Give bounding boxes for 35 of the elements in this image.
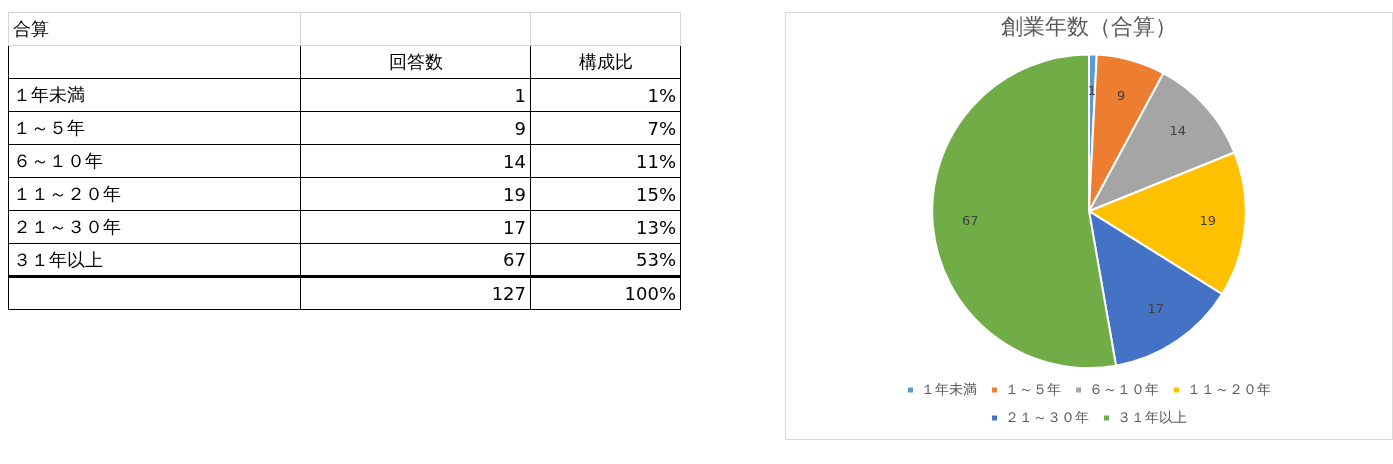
text: １～５年 xyxy=(8,111,301,145)
text: 7% xyxy=(530,111,681,145)
legend-label: ２１～３０年 xyxy=(1005,408,1089,425)
text: 17 xyxy=(300,210,531,244)
data-label: 14 xyxy=(1169,123,1187,139)
text: 127 xyxy=(300,276,531,310)
data-label: 9 xyxy=(1116,87,1126,103)
text: 9 xyxy=(300,111,531,145)
text: 19 xyxy=(300,177,531,211)
legend-label: ６～１０年 xyxy=(1089,380,1159,397)
text: 14 xyxy=(300,144,531,178)
chart-title: 創業年数（合算） xyxy=(1001,13,1177,39)
text: 13% xyxy=(530,210,681,244)
text: １１～２０年 xyxy=(8,177,301,211)
text: 11% xyxy=(530,144,681,178)
legend-label: １年未満 xyxy=(921,380,977,397)
text: 67 xyxy=(300,243,531,277)
text: 1% xyxy=(530,78,681,112)
text: 15% xyxy=(530,177,681,211)
legend-label: １～５年 xyxy=(1005,380,1061,397)
data-label: 19 xyxy=(1199,212,1216,228)
data-label: 17 xyxy=(1147,301,1164,317)
text: 1 xyxy=(300,78,531,112)
text: ３１年以上 xyxy=(8,243,301,277)
data-label: 67 xyxy=(962,212,979,228)
text: １年未満 xyxy=(8,78,301,112)
text: ２１～３０年 xyxy=(8,210,301,244)
legend-label: ３１年以上 xyxy=(1117,408,1187,425)
text: 100% xyxy=(530,276,681,310)
text: 回答数 xyxy=(300,45,531,79)
text: 53% xyxy=(530,243,681,277)
legend-label: １１～２０年 xyxy=(1187,380,1271,397)
text: ６～１０年 xyxy=(8,144,301,178)
text: 構成比 xyxy=(530,45,681,79)
text: 合算 xyxy=(8,12,301,46)
